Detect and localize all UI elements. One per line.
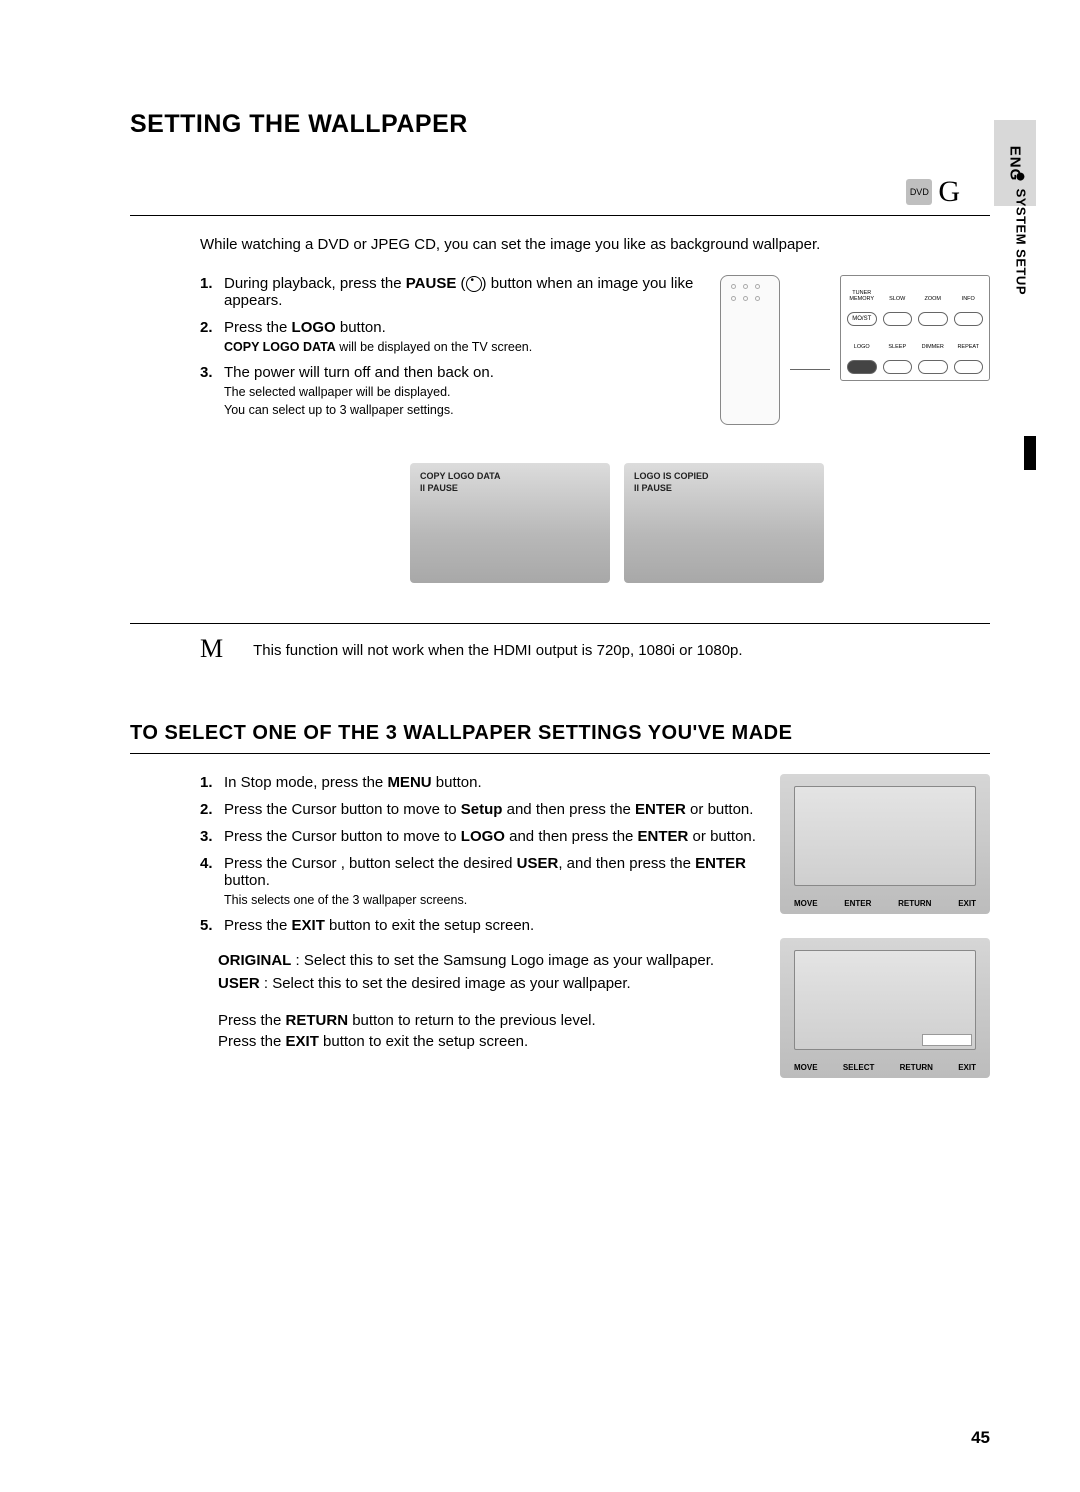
sub-section-title: TO SELECT ONE OF THE 3 WALLPAPER SETTING…	[130, 722, 990, 745]
side-marker	[1024, 436, 1036, 470]
rating-letter: G	[938, 175, 960, 209]
steps-list-2: 1. In Stop mode, press the MENU button. …	[200, 774, 756, 1078]
page-title: SETTING THE WALLPAPER	[130, 110, 990, 139]
note: M This function will not work when the H…	[130, 623, 990, 662]
disc-indicator: DVD G	[130, 175, 990, 209]
step2-5: 5. Press the EXIT button to exit the set…	[200, 917, 756, 934]
step-3: 3. The power will turn off and then back…	[200, 364, 700, 417]
intro-text: While watching a DVD or JPEG CD, you can…	[130, 236, 990, 253]
page-number: 45	[971, 1428, 990, 1448]
definitions: ORIGINAL : Select this to set the Samsun…	[218, 952, 756, 992]
divider	[130, 753, 990, 754]
step2-3: 3. Press the Cursor button to move to LO…	[200, 828, 756, 845]
step-1: 1. During playback, press the PAUSE () b…	[200, 275, 700, 309]
step-2: 2. Press the LOGO button. COPY LOGO DATA…	[200, 319, 700, 354]
manual-page: ENG SYSTEM SETUP SETTING THE WALLPAPER D…	[0, 0, 1080, 1492]
tv-screen-2: MOVE SELECT RETURN EXIT	[780, 938, 990, 1078]
highlight-box	[922, 1034, 972, 1046]
step2-4: 4. Press the Cursor , button select the …	[200, 855, 756, 907]
tv-screen-1: MOVE ENTER RETURN EXIT	[780, 774, 990, 914]
step2-2: 2. Press the Cursor button to move to Se…	[200, 801, 756, 818]
steps-list: 1. During playback, press the PAUSE () b…	[200, 275, 700, 445]
osd-previews: COPY LOGO DATA II PAUSE LOGO IS COPIED I…	[130, 463, 990, 583]
osd-screen-1: COPY LOGO DATA II PAUSE	[410, 463, 610, 583]
remote-diagram: TUNER MEMORY SLOW ZOOM INFO MO/ST LOGO S…	[720, 275, 990, 445]
remote-closeup: TUNER MEMORY SLOW ZOOM INFO MO/ST LOGO S…	[840, 275, 990, 381]
pause-icon	[466, 276, 482, 292]
note-icon: M	[200, 636, 223, 662]
logo-button	[847, 360, 877, 374]
tv-previews: MOVE ENTER RETURN EXIT MOVE SELECT RETUR…	[780, 774, 990, 1078]
bullet-icon	[1017, 173, 1025, 181]
footer-instructions: Press the RETURN button to return to the…	[218, 1012, 756, 1050]
section-side-label: SYSTEM SETUP	[1013, 173, 1028, 295]
osd-screen-2: LOGO IS COPIED II PAUSE	[624, 463, 824, 583]
callout-line	[790, 369, 830, 370]
divider	[130, 215, 990, 216]
remote-outline	[720, 275, 780, 425]
dvd-icon: DVD	[906, 179, 932, 205]
step2-1: 1. In Stop mode, press the MENU button.	[200, 774, 756, 791]
